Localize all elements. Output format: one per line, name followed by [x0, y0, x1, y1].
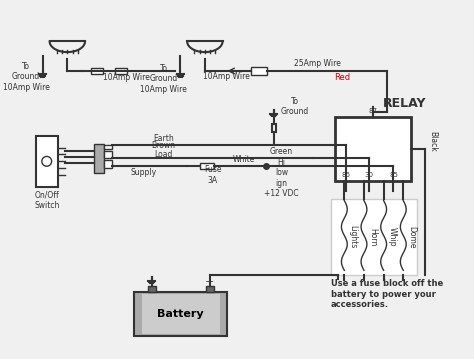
Bar: [116, 68, 127, 74]
Text: Dome: Dome: [407, 226, 416, 248]
Bar: [335, 117, 411, 181]
Text: RELAY: RELAY: [383, 97, 426, 110]
Bar: [104, 150, 111, 158]
Text: Earth: Earth: [153, 134, 174, 143]
Bar: [104, 160, 111, 168]
Text: Hi
low
ign
+12 VDC: Hi low ign +12 VDC: [264, 158, 299, 198]
Bar: [206, 286, 214, 292]
Text: 30: 30: [365, 172, 374, 178]
Text: Red: Red: [334, 73, 350, 82]
Text: Use a fuse block off the
battery to power your
accessories.: Use a fuse block off the battery to powe…: [330, 279, 443, 309]
Text: 10Amp Wire: 10Amp Wire: [103, 73, 150, 82]
Text: To
Ground: To Ground: [281, 97, 310, 116]
Text: Green: Green: [270, 147, 293, 156]
Text: 86: 86: [342, 172, 351, 178]
Text: To
Ground
10Amp Wire: To Ground 10Amp Wire: [3, 62, 49, 92]
Text: Fuse
3A: Fuse 3A: [204, 165, 221, 185]
Text: Battery: Battery: [157, 309, 204, 319]
Bar: [134, 292, 228, 336]
Bar: [142, 294, 219, 334]
Bar: [36, 136, 57, 187]
Text: 87: 87: [368, 108, 377, 114]
Text: 10Amp Wire: 10Amp Wire: [203, 73, 250, 81]
Text: Whip: Whip: [388, 227, 397, 247]
Bar: [251, 67, 267, 75]
Bar: [200, 163, 214, 169]
Text: Supply: Supply: [131, 168, 157, 177]
Text: +: +: [205, 277, 214, 287]
Bar: [148, 286, 156, 292]
Text: Lights: Lights: [348, 225, 357, 249]
Text: White: White: [233, 155, 255, 164]
Text: On/Off
Switch: On/Off Switch: [34, 191, 59, 210]
Text: Horn: Horn: [368, 228, 377, 246]
Bar: [330, 199, 417, 275]
Text: Black: Black: [428, 131, 437, 151]
Bar: [94, 144, 104, 173]
Text: Brown: Brown: [152, 141, 175, 150]
Bar: [91, 68, 103, 74]
Text: Load: Load: [155, 150, 173, 159]
Text: 25Amp Wire: 25Amp Wire: [294, 59, 341, 67]
Bar: [104, 145, 111, 149]
Text: 85: 85: [389, 172, 398, 178]
Text: -: -: [150, 277, 154, 287]
Text: To
Ground
10Amp Wire: To Ground 10Amp Wire: [140, 64, 187, 94]
